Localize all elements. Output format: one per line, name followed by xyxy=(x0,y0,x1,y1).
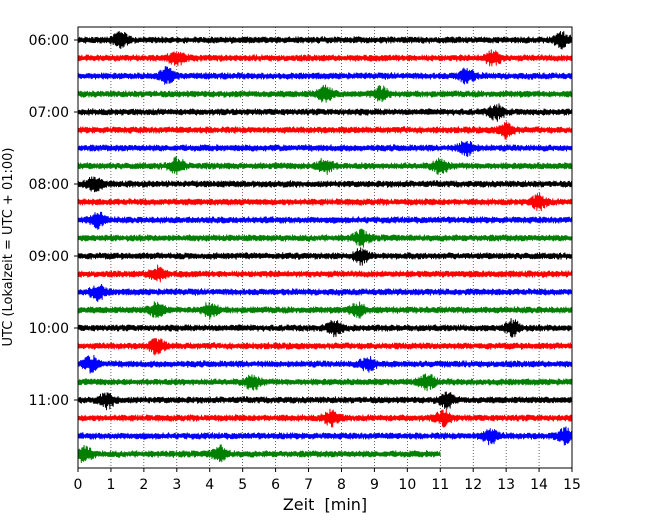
seismic-trace xyxy=(77,84,573,103)
seismic-trace xyxy=(77,354,573,374)
plot-background xyxy=(78,27,572,468)
x-tick-label: 1 xyxy=(106,477,115,493)
x-tick-label: 9 xyxy=(370,477,379,493)
seismic-trace xyxy=(77,228,573,248)
seismic-trace xyxy=(77,176,573,193)
x-tick-label: 5 xyxy=(238,477,247,493)
y-tick-label: 08:00 xyxy=(29,177,69,193)
x-axis-ticks: 0 1 2 3 4 5 6 7 8 9 10 11 12 13 14 15 xyxy=(74,468,581,493)
seismic-trace xyxy=(77,408,573,428)
x-tick-label: 10 xyxy=(398,477,416,493)
seismic-trace xyxy=(77,264,573,283)
seismic-traces xyxy=(77,31,573,463)
seismic-trace xyxy=(77,338,573,356)
seismic-trace xyxy=(77,444,441,463)
x-tick-label: 14 xyxy=(530,477,548,493)
x-tick-label: 6 xyxy=(271,477,280,493)
seismic-trace xyxy=(77,211,573,230)
seismic-trace xyxy=(77,66,573,85)
seismic-trace xyxy=(77,391,573,411)
y-axis-ticks: 06:00 07:00 08:00 09:00 10:00 11:00 xyxy=(29,33,78,409)
plot-frame xyxy=(77,26,573,469)
x-axis-title: Zeit [min] xyxy=(283,495,367,514)
x-tick-label: 4 xyxy=(205,477,214,493)
x-tick-label: 11 xyxy=(431,477,449,493)
x-tick-label: 7 xyxy=(304,477,313,493)
x-tick-label: 15 xyxy=(563,477,581,493)
seismic-trace xyxy=(77,373,573,392)
y-tick-label: 10:00 xyxy=(29,321,69,337)
seismic-trace xyxy=(77,247,573,266)
seismic-trace xyxy=(77,31,573,50)
y-tick-label: 06:00 xyxy=(29,33,69,49)
x-tick-label: 12 xyxy=(464,477,482,493)
x-tick-label: 13 xyxy=(497,477,515,493)
seismic-trace xyxy=(77,140,573,158)
seismic-trace xyxy=(77,121,573,140)
y-axis-title: UTC (Lokalzeit = UTC + 01:00) xyxy=(1,148,16,347)
seismic-trace xyxy=(77,283,573,303)
x-tick-label: 3 xyxy=(172,477,181,493)
seismic-trace xyxy=(77,318,573,338)
y-tick-label: 09:00 xyxy=(29,249,69,265)
seismic-trace xyxy=(77,103,573,122)
x-tick-label: 2 xyxy=(139,477,148,493)
y-tick-label: 11:00 xyxy=(29,393,69,409)
seismic-trace xyxy=(77,426,573,446)
seismic-trace xyxy=(77,49,573,67)
seismic-trace xyxy=(77,192,573,212)
seismic-trace xyxy=(77,156,573,176)
seismic-trace xyxy=(77,301,573,320)
x-tick-label: 0 xyxy=(74,477,83,493)
x-tick-label: 8 xyxy=(337,477,346,493)
y-tick-label: 07:00 xyxy=(29,105,69,121)
